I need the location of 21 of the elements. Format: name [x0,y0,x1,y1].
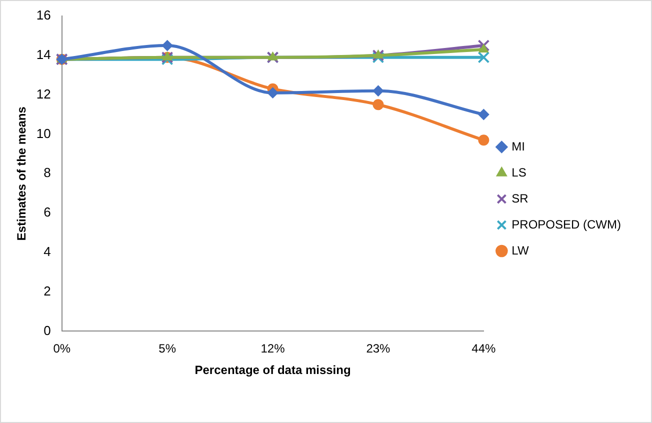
x-axis-title: Percentage of data missing [194,363,351,378]
x-tick-label: 0% [53,342,71,356]
y-tick-label: 0 [44,322,51,338]
y-tick-label: 14 [36,46,51,62]
y-tick-label: 6 [44,204,51,220]
legend-label: MI [512,139,526,154]
legend-label: SR [512,191,529,206]
legend-label: PROPOSED (CWM) [512,217,622,232]
x-tick-label: 44% [472,342,496,356]
y-tick-label: 8 [44,165,51,180]
y-tick-label: 2 [44,283,51,298]
y-tick-label: 12 [36,86,51,102]
legend-label: LW [512,243,530,258]
y-axis-title: Estimates of the means [14,106,29,241]
y-tick-label: 4 [44,244,51,259]
x-tick-label: 5% [158,342,176,356]
y-tick-label: 16 [36,8,51,23]
x-tick-label: 12% [260,342,286,356]
legend-label: LS [512,165,526,180]
y-tick-label: 10 [36,126,51,141]
x-tick-label: 23% [366,342,391,356]
